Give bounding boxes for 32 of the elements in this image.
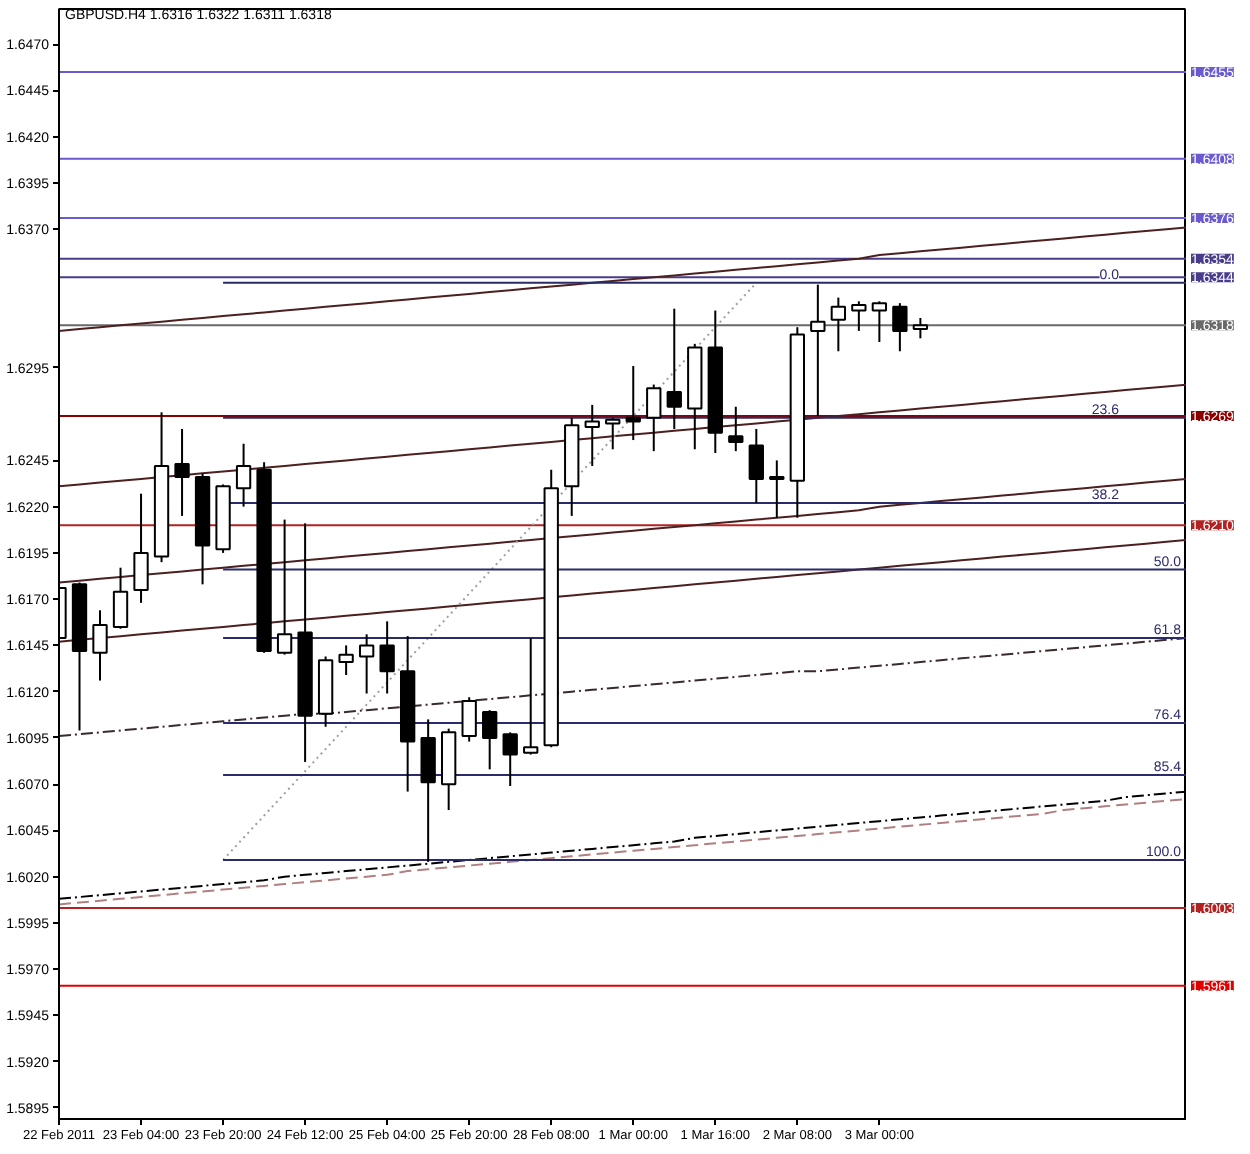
candlestick (133, 492, 149, 604)
line-series (222, 281, 758, 861)
candlestick (871, 300, 888, 343)
candlestick (605, 416, 621, 451)
candlestick (625, 365, 641, 442)
candlestick (728, 405, 744, 453)
candlestick (748, 427, 764, 504)
candlestick (112, 566, 129, 630)
candlestick (502, 731, 518, 787)
candlestick (338, 644, 354, 676)
line-series (59, 226, 1186, 332)
candlestick (358, 633, 375, 695)
candlestick (420, 718, 436, 863)
candlestick (646, 383, 662, 453)
candlestick (666, 307, 682, 430)
candlestick (235, 442, 252, 508)
candlestick (892, 302, 908, 353)
candlestick (810, 283, 826, 417)
candlestick (851, 300, 867, 332)
candlestick (523, 637, 539, 756)
candlestick (92, 609, 108, 682)
candlestick (379, 620, 395, 695)
candlestick (482, 709, 498, 771)
candlestick (584, 403, 600, 467)
line-series (59, 637, 1186, 738)
candlestick (276, 518, 293, 656)
candlestick (461, 696, 477, 743)
candlestick (769, 459, 785, 519)
line-series (59, 383, 1186, 488)
candlestick (830, 296, 847, 353)
candlestick (912, 316, 929, 340)
candlestick (174, 427, 190, 517)
